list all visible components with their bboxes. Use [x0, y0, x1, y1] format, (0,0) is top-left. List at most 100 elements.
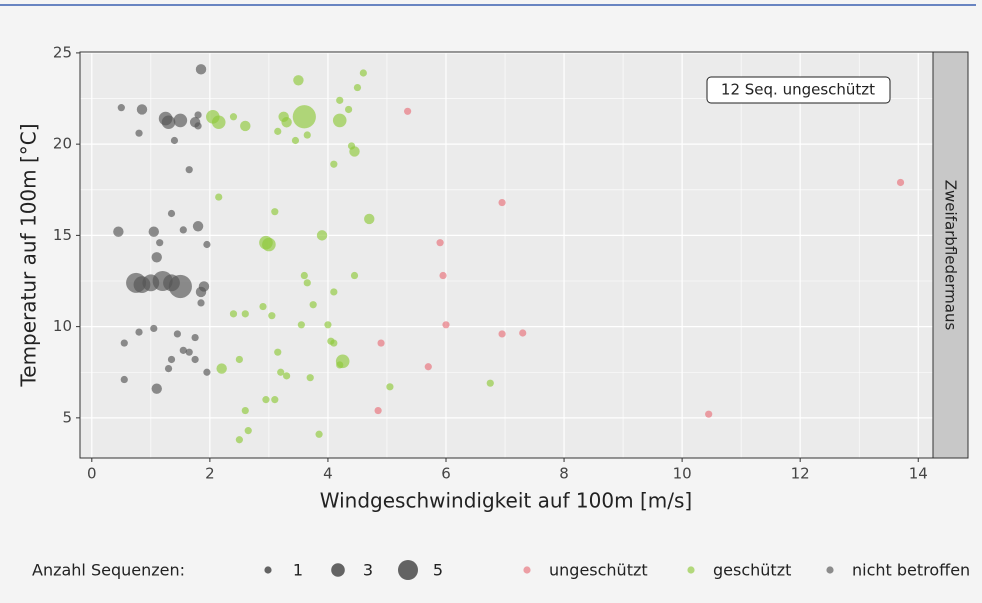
point — [442, 321, 450, 329]
point — [216, 363, 227, 374]
legend-key — [523, 566, 531, 574]
point — [350, 271, 359, 280]
point — [281, 117, 292, 128]
point — [179, 226, 187, 234]
x-tick-label: 0 — [87, 465, 97, 483]
legend-label: ungeschützt — [549, 561, 648, 580]
point — [135, 129, 143, 137]
point — [185, 348, 193, 356]
point — [195, 64, 207, 75]
point — [151, 383, 162, 394]
point — [120, 375, 128, 384]
point — [135, 328, 143, 336]
point — [277, 368, 285, 376]
point — [211, 115, 226, 130]
point — [303, 279, 311, 287]
point — [170, 136, 179, 145]
point — [241, 406, 249, 415]
point — [241, 310, 249, 318]
size-legend-title: Anzahl Sequenzen: — [32, 561, 185, 580]
point — [274, 127, 282, 135]
point — [229, 310, 238, 318]
y-axis-label: Temperatur auf 100m [°C] — [17, 123, 41, 387]
point — [235, 436, 243, 444]
point — [353, 83, 362, 92]
point — [374, 406, 382, 415]
grid — [80, 52, 933, 458]
point — [303, 131, 311, 139]
point — [486, 379, 494, 387]
point — [167, 209, 176, 218]
point — [164, 364, 173, 373]
point — [173, 330, 182, 338]
x-tick-label: 6 — [441, 465, 451, 483]
point — [113, 226, 124, 237]
y-tick-label: 5 — [62, 408, 72, 426]
x-tick-label: 10 — [673, 465, 692, 483]
point — [215, 193, 223, 201]
point — [268, 312, 276, 320]
y-tick-label: 20 — [53, 135, 72, 153]
point — [439, 271, 447, 280]
x-tick-label: 4 — [323, 465, 333, 483]
facet-label: Zweifarbfledermaus — [942, 180, 960, 331]
point — [192, 221, 204, 232]
point — [498, 198, 506, 207]
y-tick-label: 10 — [53, 317, 72, 335]
point — [300, 271, 308, 280]
point — [117, 104, 125, 112]
legend-label: nicht betroffen — [852, 561, 970, 580]
point — [203, 240, 211, 249]
point — [262, 396, 270, 404]
point — [235, 355, 243, 364]
x-tick-label: 12 — [791, 465, 810, 483]
size-legend-label: 3 — [363, 561, 373, 580]
point — [519, 329, 527, 337]
point — [195, 286, 207, 298]
legend-key — [687, 566, 695, 574]
point — [336, 96, 344, 104]
size-legend-key — [398, 560, 418, 580]
point — [179, 346, 187, 354]
point — [150, 324, 158, 333]
point — [364, 213, 375, 225]
point — [151, 252, 162, 263]
point — [194, 122, 202, 130]
legend-key — [826, 566, 834, 574]
point — [316, 230, 328, 241]
point — [191, 355, 199, 364]
x-tick-label: 8 — [559, 465, 569, 483]
size-legend-label: 1 — [293, 561, 303, 580]
point — [404, 107, 412, 115]
size-legend-label: 5 — [433, 561, 443, 580]
point — [262, 237, 276, 252]
legend-label: geschützt — [713, 561, 791, 580]
point — [197, 299, 205, 307]
point — [271, 396, 279, 404]
point — [336, 361, 344, 369]
point — [896, 178, 905, 187]
point — [173, 113, 188, 128]
y-tick-label: 15 — [53, 226, 72, 244]
size-legend-key — [331, 563, 345, 577]
y-tick-label: 25 — [53, 43, 72, 61]
point — [705, 410, 713, 418]
point — [436, 239, 444, 247]
point — [229, 113, 238, 121]
point — [424, 363, 432, 371]
point — [291, 136, 300, 145]
point — [498, 330, 506, 338]
point — [344, 105, 353, 114]
point — [386, 383, 394, 391]
point — [297, 321, 305, 329]
point — [274, 348, 282, 356]
point — [167, 355, 176, 364]
point — [315, 430, 323, 438]
point — [306, 374, 314, 382]
point — [203, 368, 211, 376]
point — [330, 288, 338, 296]
point — [293, 75, 304, 86]
annotation-box — [706, 76, 891, 104]
x-tick-label: 14 — [909, 465, 928, 483]
